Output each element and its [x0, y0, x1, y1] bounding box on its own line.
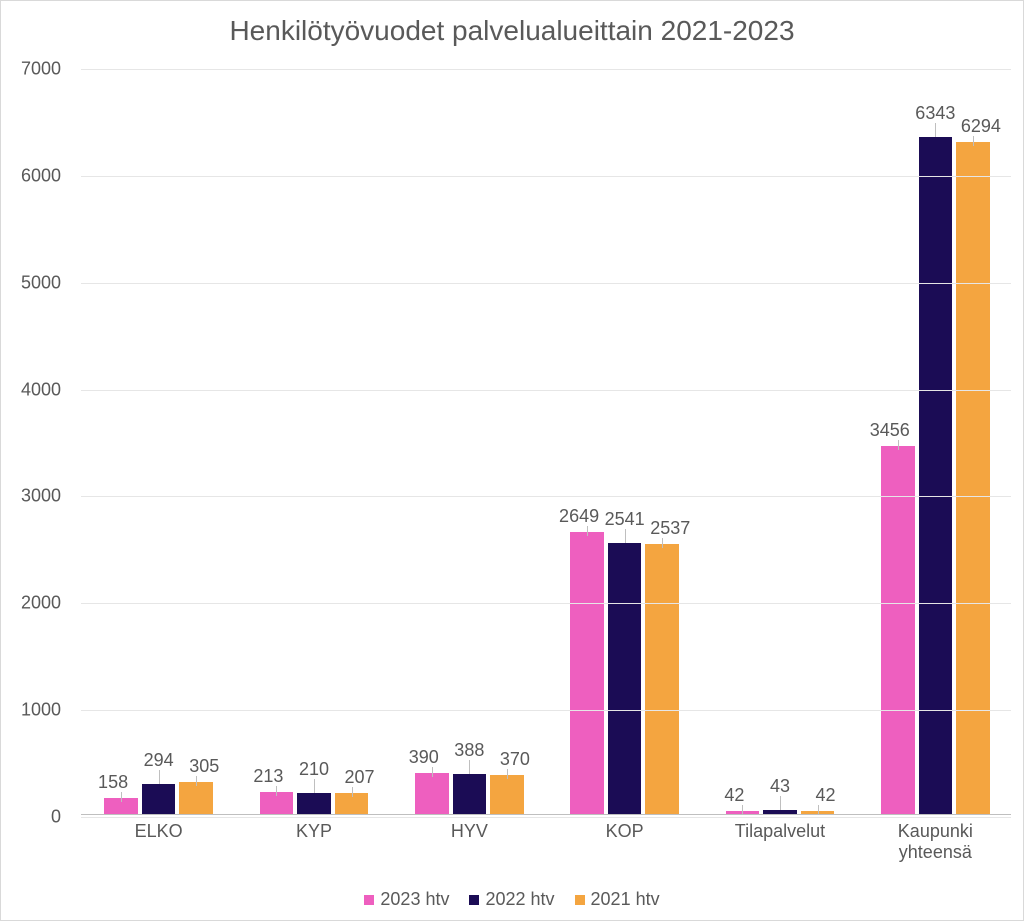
data-label: 6343: [915, 103, 955, 124]
data-label: 388: [454, 740, 484, 761]
leader-line: [625, 529, 626, 543]
data-label: 370: [500, 749, 530, 770]
data-label: 294: [144, 750, 174, 771]
leader-line: [973, 136, 974, 146]
data-label: 305: [189, 756, 219, 777]
gridline: [81, 710, 1011, 711]
x-tick-label: HYV: [451, 821, 488, 842]
data-label: 210: [299, 759, 329, 780]
leader-line: [196, 776, 197, 786]
x-tick-label: Kaupunki yhteensä: [898, 821, 973, 863]
gridline: [81, 496, 1011, 497]
leader-line: [662, 538, 663, 548]
y-tick-label: 3000: [21, 486, 61, 507]
gridline: [81, 603, 1011, 604]
y-tick-label: 5000: [21, 272, 61, 293]
y-axis: 01000200030004000500060007000: [1, 69, 73, 815]
bar: [142, 784, 176, 815]
gridline: [81, 390, 1011, 391]
y-tick-label: 4000: [21, 379, 61, 400]
leader-line: [587, 526, 588, 536]
bar: [956, 142, 990, 815]
legend-swatch: [469, 895, 479, 905]
x-tick-label: KOP: [606, 821, 644, 842]
bar: [179, 782, 213, 815]
x-axis-line: [81, 814, 1011, 815]
leader-line: [780, 796, 781, 810]
data-label: 390: [409, 747, 439, 768]
legend-swatch: [575, 895, 585, 905]
leader-line: [352, 787, 353, 797]
bar: [608, 543, 642, 815]
chart-container: Henkilötyövuodet palvelualueittain 2021-…: [0, 0, 1024, 921]
bar: [453, 774, 487, 815]
leader-line: [742, 805, 743, 815]
legend-item: 2021 htv: [575, 889, 660, 910]
bar: [881, 446, 915, 815]
bar: [570, 532, 604, 815]
plot-area: 158 294 305 213 210 207 390 388 370 2649 25412537 4…: [81, 69, 1011, 815]
data-label: 213: [253, 766, 283, 787]
data-label: 3456: [870, 420, 910, 441]
legend-label: 2023 htv: [380, 889, 449, 910]
leader-line: [432, 767, 433, 777]
leader-line: [507, 769, 508, 779]
y-tick-label: 2000: [21, 593, 61, 614]
data-label: 42: [724, 785, 744, 806]
x-tick-label: KYP: [296, 821, 332, 842]
x-tick-label: ELKO: [135, 821, 183, 842]
x-axis-labels: ELKO KYP HYV KOP Tilapalvelut Kaupunki yhteen…: [81, 817, 1011, 865]
legend-item: 2022 htv: [469, 889, 554, 910]
data-label: 158: [98, 772, 128, 793]
leader-line: [121, 792, 122, 802]
bar: [490, 775, 524, 815]
leader-line: [159, 770, 160, 784]
data-label: 2649: [559, 506, 599, 527]
bar: [297, 793, 331, 815]
gridline: [81, 176, 1011, 177]
y-tick-label: 6000: [21, 165, 61, 186]
legend: 2023 htv 2022 htv 2021 htv: [1, 889, 1023, 910]
legend-label: 2021 htv: [591, 889, 660, 910]
y-tick-label: 0: [51, 807, 61, 828]
data-label: 2541: [605, 509, 645, 530]
gridline: [81, 283, 1011, 284]
bar: [645, 544, 679, 815]
chart-title: Henkilötyövuodet palvelualueittain 2021-…: [1, 1, 1023, 55]
legend-label: 2022 htv: [485, 889, 554, 910]
y-tick-label: 1000: [21, 700, 61, 721]
data-label: 6294: [961, 116, 1001, 137]
leader-line: [314, 779, 315, 793]
legend-item: 2023 htv: [364, 889, 449, 910]
x-tick-label: Tilapalvelut: [735, 821, 825, 842]
data-label: 43: [770, 776, 790, 797]
bar: [919, 137, 953, 815]
leader-line: [818, 805, 819, 815]
y-tick-label: 7000: [21, 59, 61, 80]
bar: [415, 773, 449, 815]
data-label: 2537: [650, 518, 690, 539]
leader-line: [935, 123, 936, 137]
gridline: [81, 69, 1011, 70]
bars-layer: 158 294 305 213 210 207 390 388 370 2649 25412537 4…: [81, 69, 1011, 815]
leader-line: [898, 440, 899, 450]
leader-line: [469, 760, 470, 774]
data-label: 42: [816, 785, 836, 806]
data-label: 207: [345, 767, 375, 788]
legend-swatch: [364, 895, 374, 905]
leader-line: [276, 786, 277, 796]
